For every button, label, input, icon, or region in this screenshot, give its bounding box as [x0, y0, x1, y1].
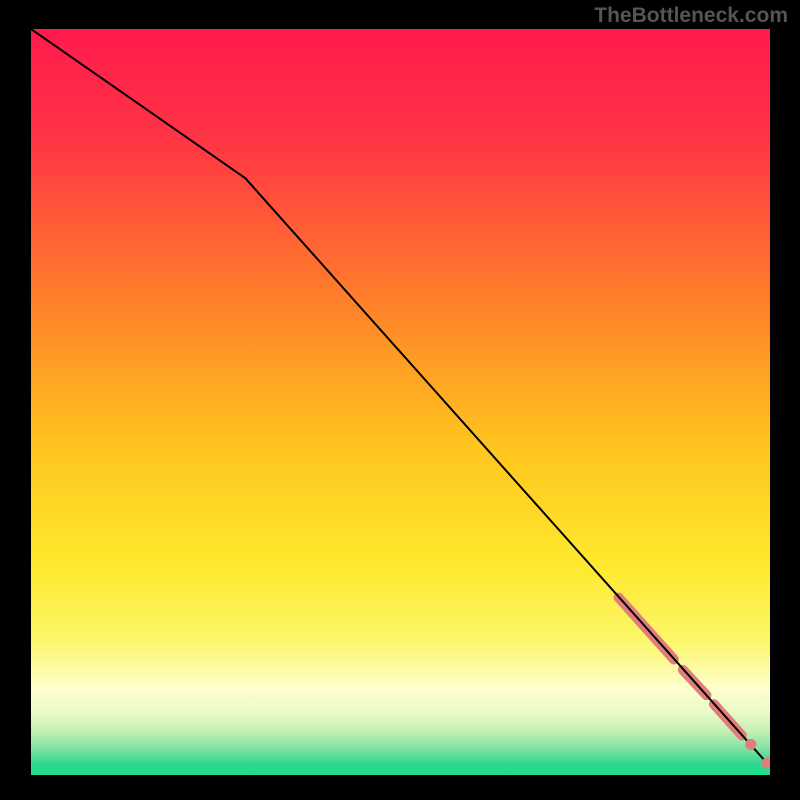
- bottleneck-chart: TheBottleneck.com: [0, 0, 800, 800]
- gradient-background: [31, 29, 770, 775]
- plot-area: [31, 29, 770, 775]
- watermark-text: TheBottleneck.com: [594, 4, 788, 28]
